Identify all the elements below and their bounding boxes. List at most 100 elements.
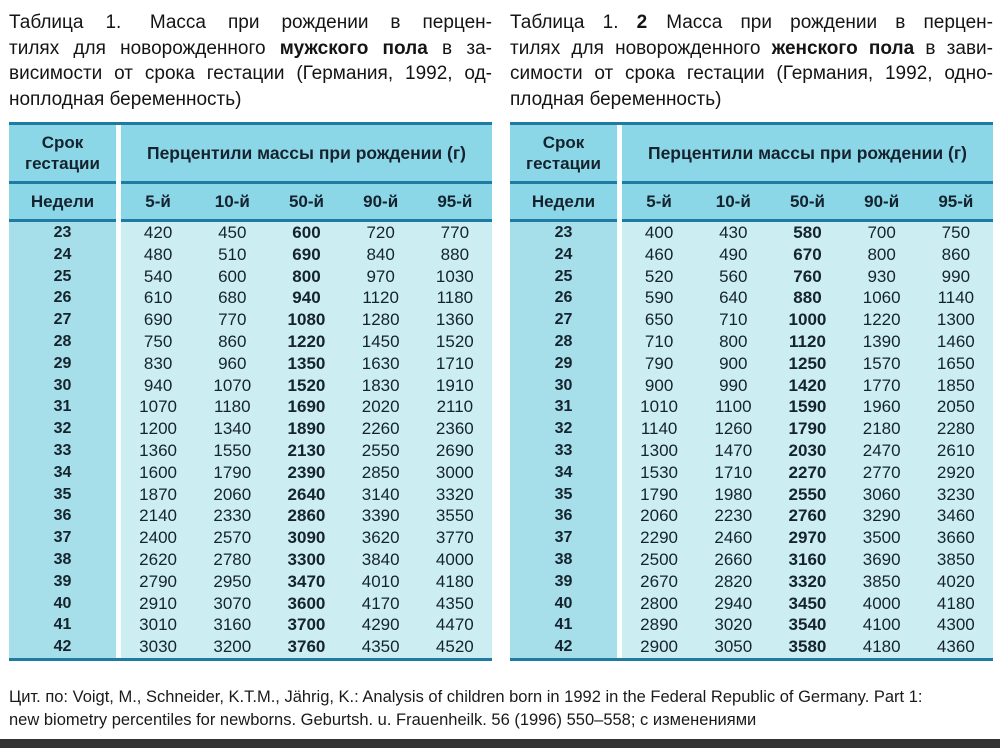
week-cell: 37	[510, 527, 617, 549]
week-cell: 33	[510, 439, 617, 462]
value-cells: 2290 2460 2970 3500 3660	[622, 527, 993, 549]
value-cell: 670	[793, 244, 822, 264]
table-row: 30 900 990 1420 1770 1850	[510, 374, 993, 397]
week-cell: 31	[510, 396, 617, 419]
table-row: 26 610 680 940 1120 1180	[9, 287, 492, 310]
table-row: 27 650 710 1000 1220 1300	[510, 309, 993, 331]
value-cell: 2820	[714, 571, 753, 591]
value-cell: 4000	[862, 593, 901, 613]
week-cell: 27	[9, 309, 116, 331]
value-cells: 900 990 1420 1770 1850	[622, 374, 993, 397]
value-cell: 2550	[361, 440, 400, 460]
week-cell: 42	[510, 636, 617, 658]
percentile-column-header: 50-й	[789, 192, 825, 211]
value-cell: 900	[644, 375, 674, 395]
value-cell: 1140	[640, 419, 678, 439]
value-cell: 3160	[788, 549, 827, 569]
value-cell: 3620	[361, 528, 400, 548]
value-cells: 1300 1470 2030 2470 2610	[622, 439, 993, 462]
week-cell: 28	[9, 330, 116, 353]
value-cell: 1300	[936, 310, 975, 330]
header-separator	[510, 181, 993, 184]
table-title-line: тилях для новорожденного мужского пола в…	[9, 37, 492, 59]
value-cell: 1070	[139, 397, 177, 417]
female-percentile-table: Срок гестации Перцентили массы при рожде…	[510, 122, 993, 661]
value-cell: 1000	[788, 310, 827, 330]
value-cell: 3850	[862, 571, 901, 591]
value-cell: 3770	[435, 528, 474, 548]
value-cell: 880	[793, 288, 822, 308]
table-bottom-rule	[510, 657, 993, 661]
column-gap	[617, 570, 622, 593]
week-cell: 29	[510, 352, 617, 375]
week-cell: 32	[510, 418, 617, 440]
column-gap	[617, 505, 622, 528]
value-cell: 4350	[435, 593, 474, 613]
table-row: 29 830 960 1350 1630 1710	[9, 352, 492, 375]
value-cell: 1910	[435, 375, 474, 395]
value-cell: 1830	[361, 375, 400, 395]
table-top-rule	[510, 122, 993, 125]
column-gap	[116, 636, 121, 658]
percentile-column-header: 10-й	[715, 192, 751, 211]
value-cell: 2620	[139, 549, 177, 569]
value-cell: 3550	[435, 506, 474, 526]
value-cells: 2500 2660 3160 3690 3850	[622, 548, 993, 571]
column-gap	[617, 614, 622, 637]
value-cell: 700	[867, 223, 896, 242]
value-cells: 710 800 1120 1390 1460	[622, 330, 993, 353]
value-cells: 2060 2230 2760 3290 3460	[622, 505, 993, 528]
gestation-header-cell: Срок гестации	[9, 125, 116, 181]
table-row: 40 2800 2940 3450 4000 4180	[510, 592, 993, 615]
value-cell: 2060	[640, 506, 678, 526]
value-cell: 1710	[435, 353, 474, 373]
value-cell: 1220	[862, 310, 901, 330]
value-cell: 2330	[213, 506, 252, 526]
value-cell: 560	[719, 266, 748, 286]
week-cell: 41	[9, 614, 116, 637]
table-header-row-2: Недели 5-й 10-й 50-й 90-й 95-й	[510, 184, 993, 219]
table-row: 39 2670 2820 3320 3850 4020	[510, 570, 993, 593]
male-table-section: Таблица 1. Масса при рождении в перцен-т…	[9, 8, 492, 661]
value-cell: 480	[143, 244, 173, 264]
value-cell: 750	[143, 331, 173, 351]
table-title: Таблица 1. 2 Масса при рождении в перцен…	[510, 10, 993, 112]
column-gap	[116, 330, 121, 353]
value-cell: 1420	[788, 375, 827, 395]
weeks-header-cell: Недели	[9, 184, 116, 219]
table-row: 28 710 800 1120 1390 1460	[510, 330, 993, 353]
value-cell: 3700	[287, 615, 326, 635]
value-cell: 1390	[862, 331, 901, 351]
value-cell: 3010	[139, 615, 177, 635]
table-body: 23 420 450 600 720 770 24 480 510 690 840 880 25 540 6…	[9, 222, 492, 658]
column-gap	[116, 374, 121, 397]
table-row: 40 2910 3070 3600 4170 4350	[9, 592, 492, 615]
column-gap	[617, 636, 622, 658]
percentiles-span-header-cell: Перцентили массы при рождении (г)	[622, 125, 993, 181]
value-cell: 3200	[213, 637, 252, 657]
value-cell: 650	[644, 310, 674, 330]
table-row: 30 940 1070 1520 1830 1910	[9, 374, 492, 397]
value-cell: 4300	[936, 615, 975, 635]
column-gap	[617, 184, 622, 219]
value-cell: 1180	[214, 397, 251, 417]
week-cell: 39	[9, 570, 116, 593]
value-cell: 610	[143, 288, 173, 308]
value-cells: 750 860 1220 1450 1520	[121, 330, 492, 353]
value-cell: 3000	[435, 462, 474, 482]
value-cell: 2640	[287, 484, 326, 504]
table-row: 37 2400 2570 3090 3620 3770	[9, 527, 492, 549]
value-cell: 1180	[436, 288, 474, 308]
value-cells: 3010 3160 3700 4290 4470	[121, 614, 492, 637]
value-cell: 1120	[362, 288, 399, 308]
column-gap	[617, 330, 622, 353]
week-cell: 41	[510, 614, 617, 637]
column-gap	[617, 352, 622, 375]
value-cell: 1280	[361, 310, 400, 330]
column-gap	[116, 592, 121, 615]
value-cell: 970	[366, 266, 395, 286]
column-gap	[617, 265, 622, 288]
column-gap	[116, 265, 121, 288]
value-cell: 770	[440, 223, 470, 242]
value-cell: 2910	[139, 593, 177, 613]
